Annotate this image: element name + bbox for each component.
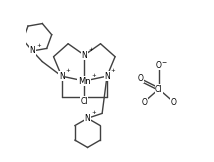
Text: N: N — [104, 72, 110, 81]
Text: Mn: Mn — [78, 76, 91, 86]
Text: +: + — [92, 73, 96, 78]
Text: +: + — [91, 110, 96, 115]
Text: +: + — [88, 47, 93, 52]
Text: N: N — [82, 51, 87, 60]
Text: −: − — [161, 59, 166, 64]
Text: O: O — [141, 98, 147, 107]
Text: O: O — [171, 98, 176, 107]
Text: N: N — [30, 46, 35, 55]
Text: +: + — [65, 68, 70, 73]
Text: Cl: Cl — [80, 97, 88, 106]
Text: Cl: Cl — [155, 85, 163, 94]
Text: O: O — [137, 74, 143, 83]
Text: N: N — [85, 114, 91, 123]
Text: N: N — [59, 72, 64, 81]
Text: +: + — [111, 68, 115, 73]
Text: O: O — [156, 61, 162, 70]
Text: +: + — [36, 43, 41, 48]
